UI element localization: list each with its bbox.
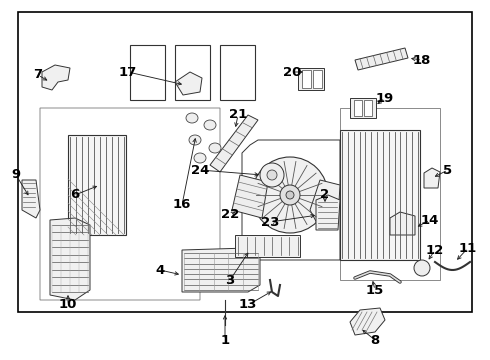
Bar [340, 130, 420, 260]
Text: 8: 8 [370, 333, 380, 346]
Text: 10: 10 [59, 298, 77, 311]
Polygon shape [210, 115, 258, 172]
Circle shape [267, 170, 277, 180]
Text: 3: 3 [225, 274, 235, 287]
Text: 7: 7 [33, 68, 43, 81]
Text: 6: 6 [71, 189, 80, 202]
Circle shape [280, 185, 300, 205]
Polygon shape [50, 218, 90, 300]
Circle shape [414, 260, 430, 276]
Polygon shape [175, 72, 202, 95]
Bar [235, 235, 300, 257]
Polygon shape [390, 212, 415, 235]
Polygon shape [232, 175, 268, 218]
Text: 14: 14 [421, 213, 439, 226]
Text: 15: 15 [366, 284, 384, 297]
Polygon shape [22, 180, 40, 218]
Text: 16: 16 [173, 198, 191, 211]
Bar [18, 12, 472, 312]
Text: 12: 12 [426, 243, 444, 256]
Ellipse shape [204, 120, 216, 130]
Bar [130, 45, 165, 100]
Bar [298, 68, 324, 90]
Text: 24: 24 [191, 163, 209, 176]
Ellipse shape [194, 153, 206, 163]
Text: 22: 22 [221, 208, 239, 221]
Bar [220, 45, 255, 100]
Bar [350, 98, 376, 118]
Text: 20: 20 [283, 66, 301, 78]
Text: 21: 21 [229, 108, 247, 122]
Text: 9: 9 [11, 168, 21, 181]
Circle shape [286, 191, 294, 199]
Polygon shape [310, 180, 340, 225]
Bar [302, 70, 311, 88]
Polygon shape [424, 168, 440, 188]
Text: 13: 13 [239, 298, 257, 311]
Polygon shape [316, 195, 340, 230]
Bar [364, 100, 372, 116]
Polygon shape [350, 308, 385, 335]
Text: 23: 23 [261, 216, 279, 229]
Polygon shape [182, 248, 260, 292]
Circle shape [252, 157, 328, 233]
Ellipse shape [189, 135, 201, 145]
Ellipse shape [209, 143, 221, 153]
Text: 5: 5 [443, 163, 453, 176]
Text: 17: 17 [119, 66, 137, 78]
Bar [313, 70, 322, 88]
Ellipse shape [186, 113, 198, 123]
Text: 2: 2 [320, 189, 330, 202]
Circle shape [260, 163, 284, 187]
Bar [68, 135, 126, 235]
Text: 18: 18 [413, 54, 431, 67]
Polygon shape [42, 65, 70, 90]
Bar [175, 45, 210, 100]
Bar [354, 100, 362, 116]
Text: 1: 1 [220, 333, 229, 346]
Text: 11: 11 [459, 242, 477, 255]
Text: 19: 19 [376, 91, 394, 104]
Text: 4: 4 [155, 264, 165, 276]
Polygon shape [355, 48, 408, 70]
